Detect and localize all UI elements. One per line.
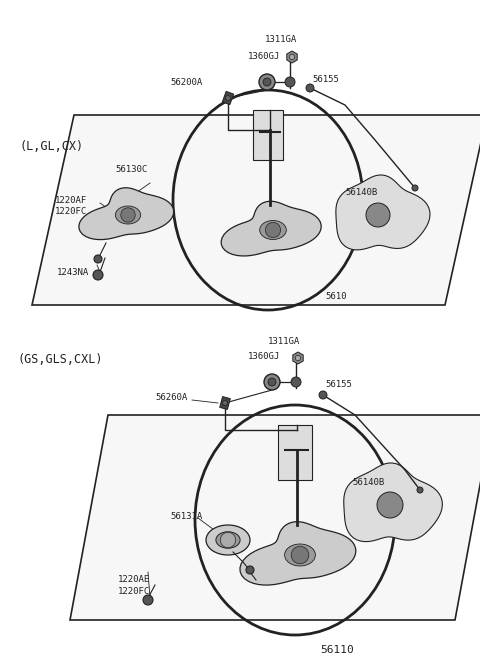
Ellipse shape [206, 525, 250, 555]
Polygon shape [287, 51, 297, 63]
Circle shape [220, 532, 236, 548]
Text: 5610: 5610 [325, 292, 347, 301]
Text: 56200A: 56200A [170, 78, 202, 87]
Text: (GS,GLS,CXL): (GS,GLS,CXL) [18, 353, 104, 366]
Circle shape [319, 391, 327, 399]
Circle shape [295, 355, 300, 361]
Polygon shape [222, 91, 234, 104]
Circle shape [289, 55, 295, 60]
Circle shape [263, 78, 271, 86]
Ellipse shape [285, 544, 315, 566]
FancyBboxPatch shape [278, 425, 312, 480]
Text: 1220AF: 1220AF [55, 196, 87, 205]
Text: 1243NA: 1243NA [57, 268, 89, 277]
Circle shape [226, 96, 230, 101]
Polygon shape [79, 188, 174, 240]
Polygon shape [293, 352, 303, 364]
Polygon shape [336, 175, 430, 250]
Circle shape [94, 255, 102, 263]
Polygon shape [220, 397, 230, 409]
Text: 56155: 56155 [312, 75, 339, 84]
Polygon shape [240, 522, 356, 585]
Text: 1311GA: 1311GA [265, 35, 297, 44]
Circle shape [259, 74, 275, 90]
Text: (L,GL,CX): (L,GL,CX) [20, 140, 84, 153]
Circle shape [412, 185, 418, 191]
Text: 56130C: 56130C [115, 165, 147, 174]
Ellipse shape [260, 221, 286, 240]
Text: 56110: 56110 [320, 645, 354, 655]
Text: 1311GA: 1311GA [268, 337, 300, 346]
Text: 56155: 56155 [325, 380, 352, 389]
Text: 1220FC: 1220FC [55, 207, 87, 216]
Circle shape [285, 77, 295, 87]
Circle shape [417, 487, 423, 493]
Text: 56260A: 56260A [155, 393, 187, 402]
Circle shape [265, 223, 281, 238]
FancyBboxPatch shape [253, 110, 283, 160]
Text: 1360GJ: 1360GJ [248, 52, 280, 61]
Circle shape [268, 378, 276, 386]
Polygon shape [70, 415, 480, 620]
Circle shape [93, 270, 103, 280]
Ellipse shape [216, 532, 240, 548]
Ellipse shape [115, 206, 141, 224]
Polygon shape [344, 463, 443, 541]
Circle shape [291, 546, 309, 564]
Text: 56131A: 56131A [170, 512, 202, 521]
Circle shape [246, 566, 254, 574]
Polygon shape [32, 115, 480, 305]
Circle shape [291, 377, 301, 387]
Circle shape [377, 492, 403, 518]
Text: 56140B: 56140B [345, 188, 377, 197]
Circle shape [366, 203, 390, 227]
Text: 1360GJ: 1360GJ [248, 352, 280, 361]
Circle shape [264, 374, 280, 390]
Circle shape [306, 84, 314, 92]
Polygon shape [221, 201, 321, 256]
Circle shape [121, 208, 135, 222]
Circle shape [143, 595, 153, 605]
Text: 1220FC: 1220FC [118, 587, 150, 596]
Text: 1220AE: 1220AE [118, 575, 150, 584]
Circle shape [223, 401, 228, 405]
Text: 56140B: 56140B [352, 478, 384, 487]
